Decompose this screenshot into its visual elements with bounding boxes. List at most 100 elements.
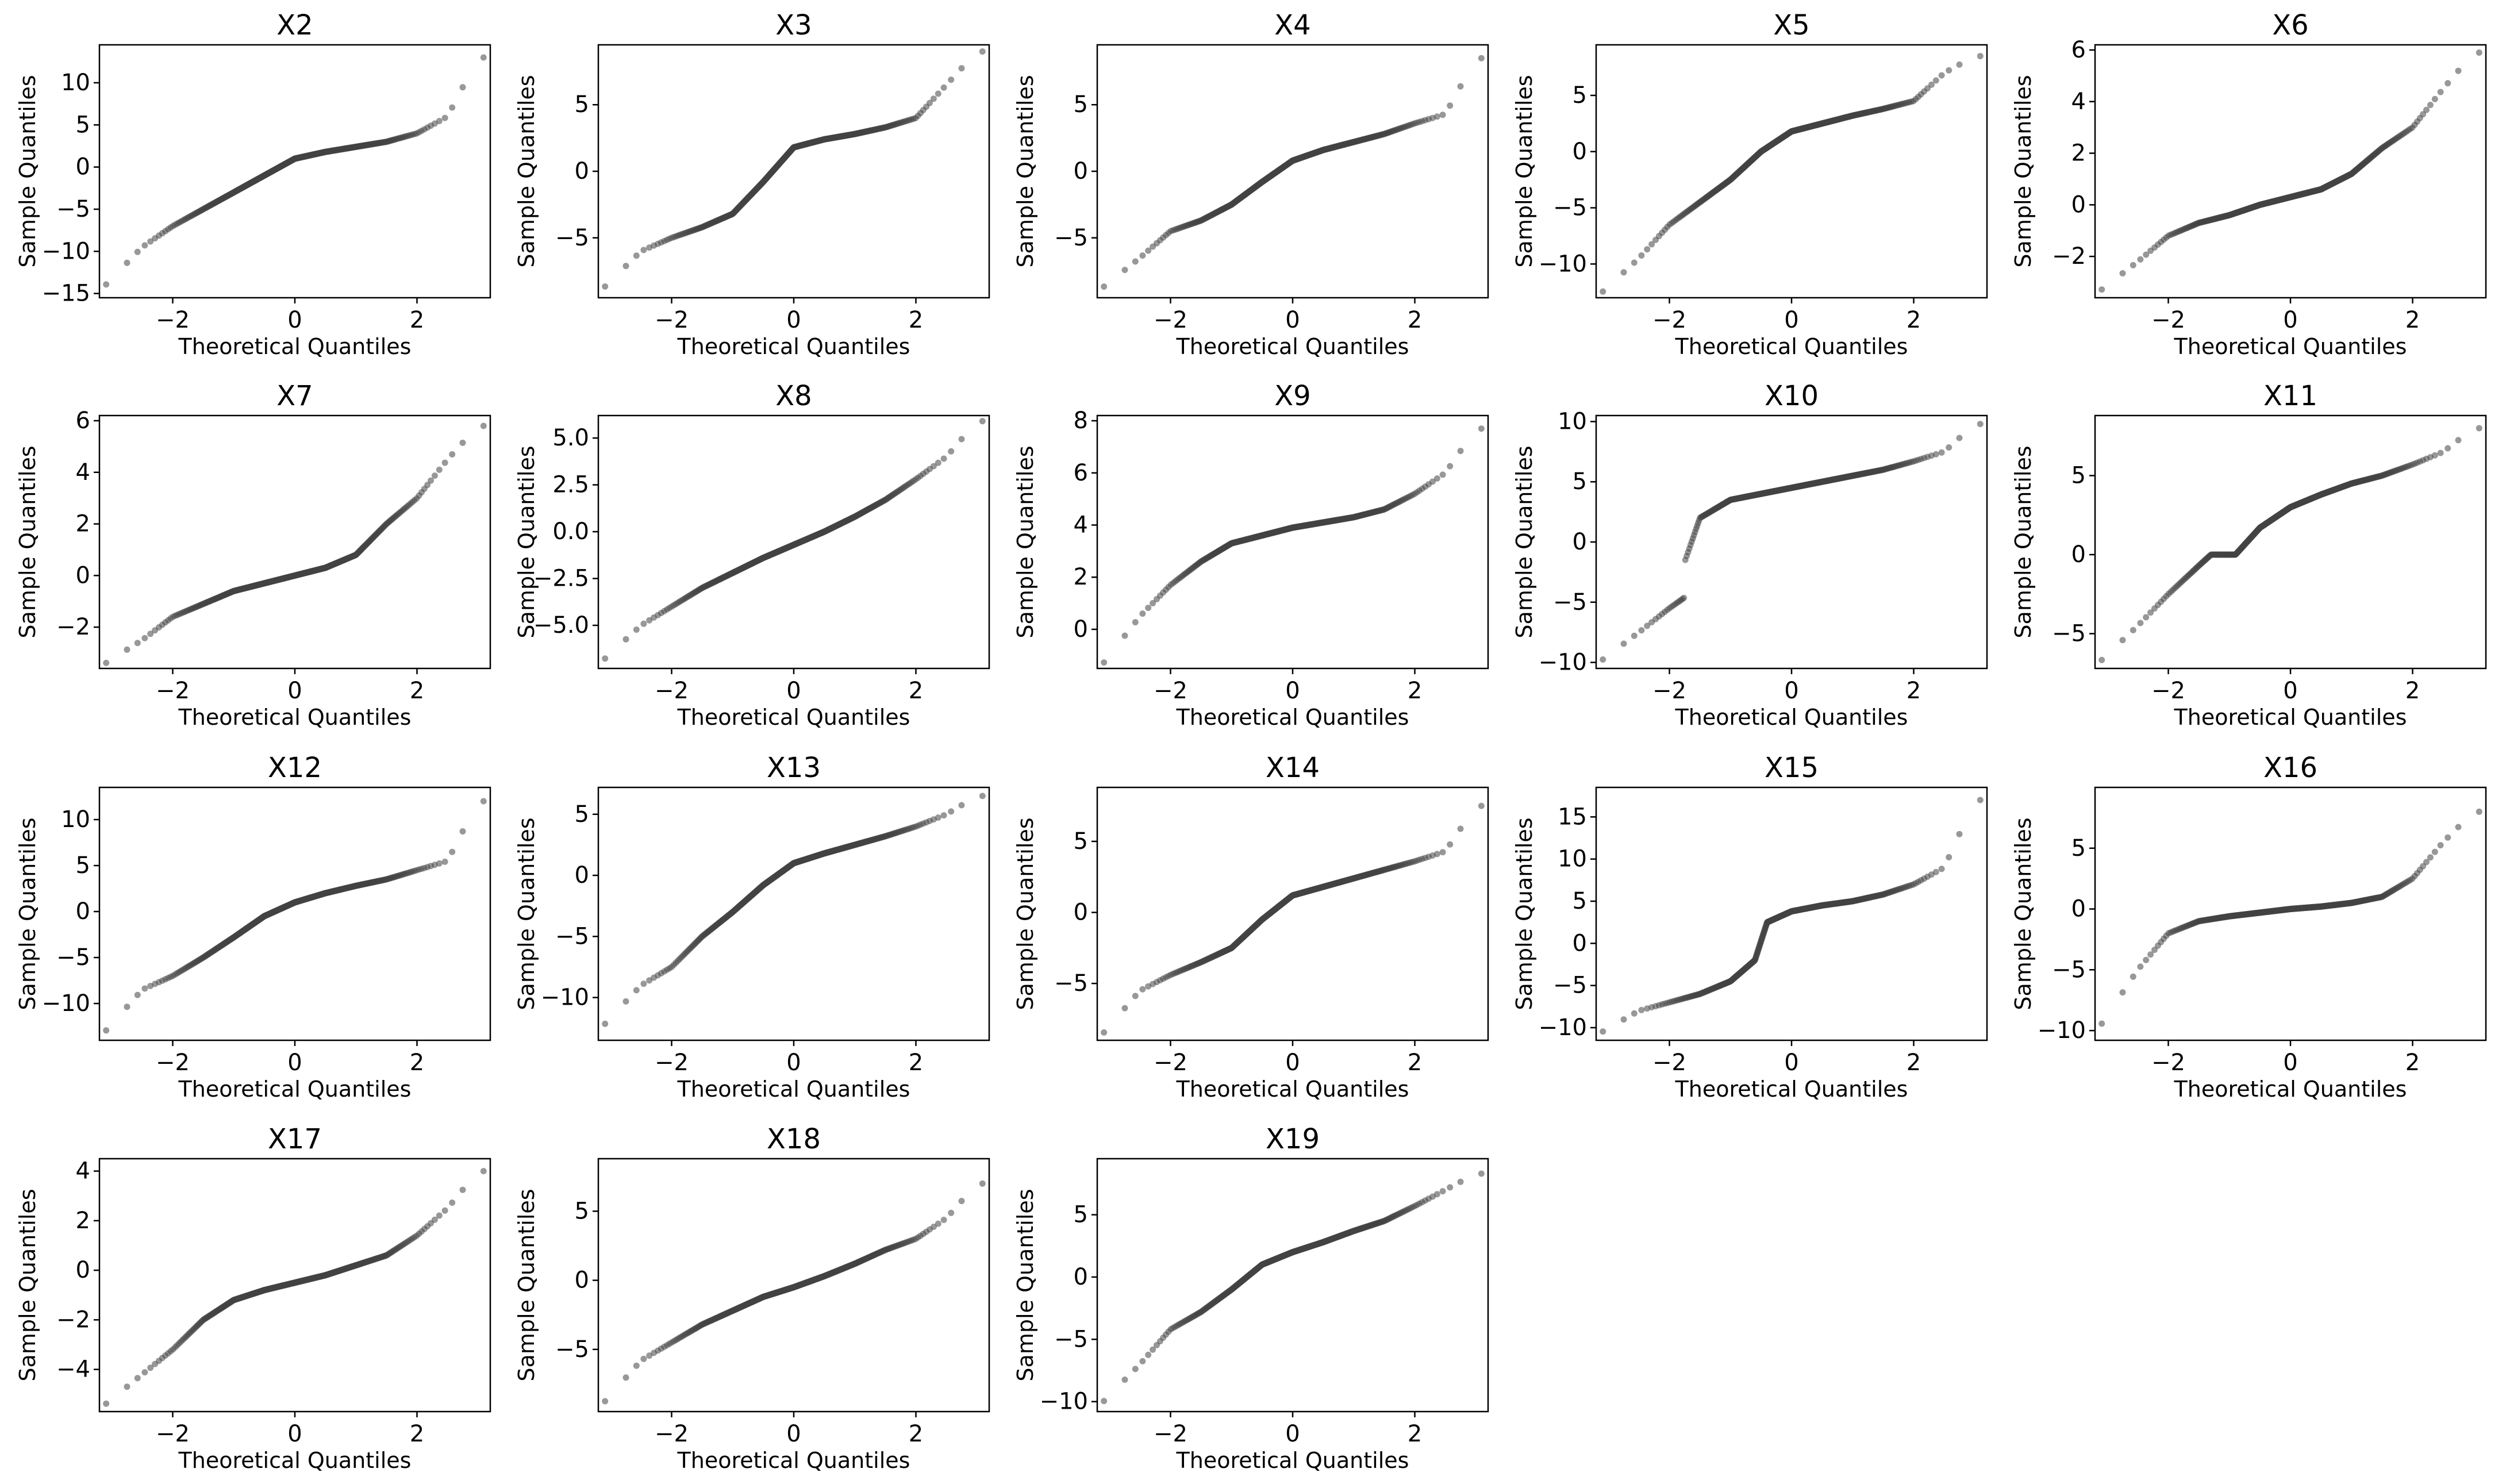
x-tick-label: 2 [410,678,424,704]
x-tick-label: −2 [1154,678,1187,704]
x-axis-label: Theoretical Quantiles [677,705,910,730]
data-point [134,248,141,255]
data-point [2098,286,2105,293]
panel-title: X6 [2272,9,2308,41]
data-point [927,99,933,106]
axes-frame [98,44,491,299]
data-point [2143,614,2150,621]
y-tick-label: 0 [1573,139,1587,165]
y-tick-label: −5 [56,196,90,222]
y-axis-label: Sample Quantiles [514,445,539,638]
data-point [1447,102,1454,109]
data-point [436,466,443,473]
data-point [935,90,941,97]
y-tick-label: 4 [2071,89,2086,115]
data-point [1132,258,1139,265]
data-point [449,451,456,457]
data-point [459,439,466,446]
y-axis-label: Sample Quantiles [1013,445,1038,638]
y-axis-label: Sample Quantiles [1512,75,1537,267]
data-point [124,259,130,266]
qq-panel-x8: X8 −2 0 2 −5.0 −2.5 0.0 2.5 5.0 Theoretical Quant… [514,371,1008,739]
data-point [1121,267,1128,274]
data-point [2431,95,2438,102]
data-point [602,655,609,662]
x-tick-label: −2 [655,307,689,333]
data-point [940,455,947,462]
data-point [2137,256,2144,263]
y-tick-label: −5 [1054,225,1088,251]
y-tick-label: 0 [1573,529,1587,555]
qq-points [2098,49,2482,293]
data-point [1150,600,1156,606]
x-tick-label: 0 [1784,307,1798,333]
data-point [1101,283,1108,290]
data-point [633,252,640,259]
y-axis-label: Sample Quantiles [15,75,40,267]
x-axis-label: Theoretical Quantiles [1675,705,1908,730]
x-tick-label: −2 [1154,307,1187,333]
y-tick-label: −5 [1553,195,1587,221]
data-point [2423,106,2430,113]
data-point [1439,112,1446,118]
data-point [428,477,434,484]
data-point [979,48,986,55]
data-point [2098,656,2105,663]
x-axis-label: Theoretical Quantiles [1176,334,1409,359]
axes-frame [1096,44,1489,299]
data-point [1938,449,1945,456]
data-point [1145,605,1152,612]
qq-panel-x4: X4 −2 0 2 −5 0 5 Theoretical Quantiles Sample Qu… [1013,0,1506,368]
data-point [103,659,110,666]
data-point [2130,626,2136,633]
data-point [436,118,443,125]
panel-title: X4 [1274,9,1310,41]
data-point [1620,269,1627,276]
data-point [1946,444,1952,451]
y-tick-label: −5 [1553,589,1587,616]
data-point [1139,252,1146,259]
x-tick-label: 0 [786,307,801,333]
x-tick-label: 0 [1285,678,1300,704]
y-tick-label: 0 [1074,616,1088,643]
x-axis-label: Theoretical Quantiles [1675,334,1908,359]
data-point [1478,425,1485,432]
qq-points [2098,425,2482,663]
data-point [2455,67,2462,74]
data-point [141,635,148,641]
data-point [1600,288,1606,295]
x-tick-label: −2 [156,307,190,333]
data-point [2147,609,2154,616]
data-point [480,54,487,61]
x-tick-label: 0 [287,678,302,704]
data-point [958,436,965,443]
panel-title: X3 [775,9,812,41]
x-tick-label: 2 [1408,678,1422,704]
x-tick-label: −2 [1652,307,1686,333]
data-point [958,65,965,72]
y-axis-label: Sample Quantiles [15,445,40,638]
y-tick-label: −2 [56,614,90,640]
panel-title: X9 [1274,380,1310,412]
y-tick-label: 8 [1074,407,1088,434]
data-point [2119,637,2126,644]
y-tick-label: 0 [76,154,90,180]
data-point [1139,610,1146,617]
data-point [1447,463,1454,470]
y-tick-label: 5.0 [552,425,589,451]
x-tick-label: 0 [786,678,801,704]
data-point [1457,83,1464,90]
axes-frame [1595,44,1988,299]
qq-panel-x7: X7 −2 0 2 −2 0 2 4 6 Theoretical Quantiles Sample … [15,371,509,739]
data-point [622,263,629,270]
data-point [640,620,647,627]
x-tick-label: 2 [410,307,424,333]
x-axis-label: Theoretical Quantiles [178,705,412,730]
data-point [979,418,986,425]
data-point [2143,251,2150,258]
x-tick-label: 2 [1907,307,1921,333]
